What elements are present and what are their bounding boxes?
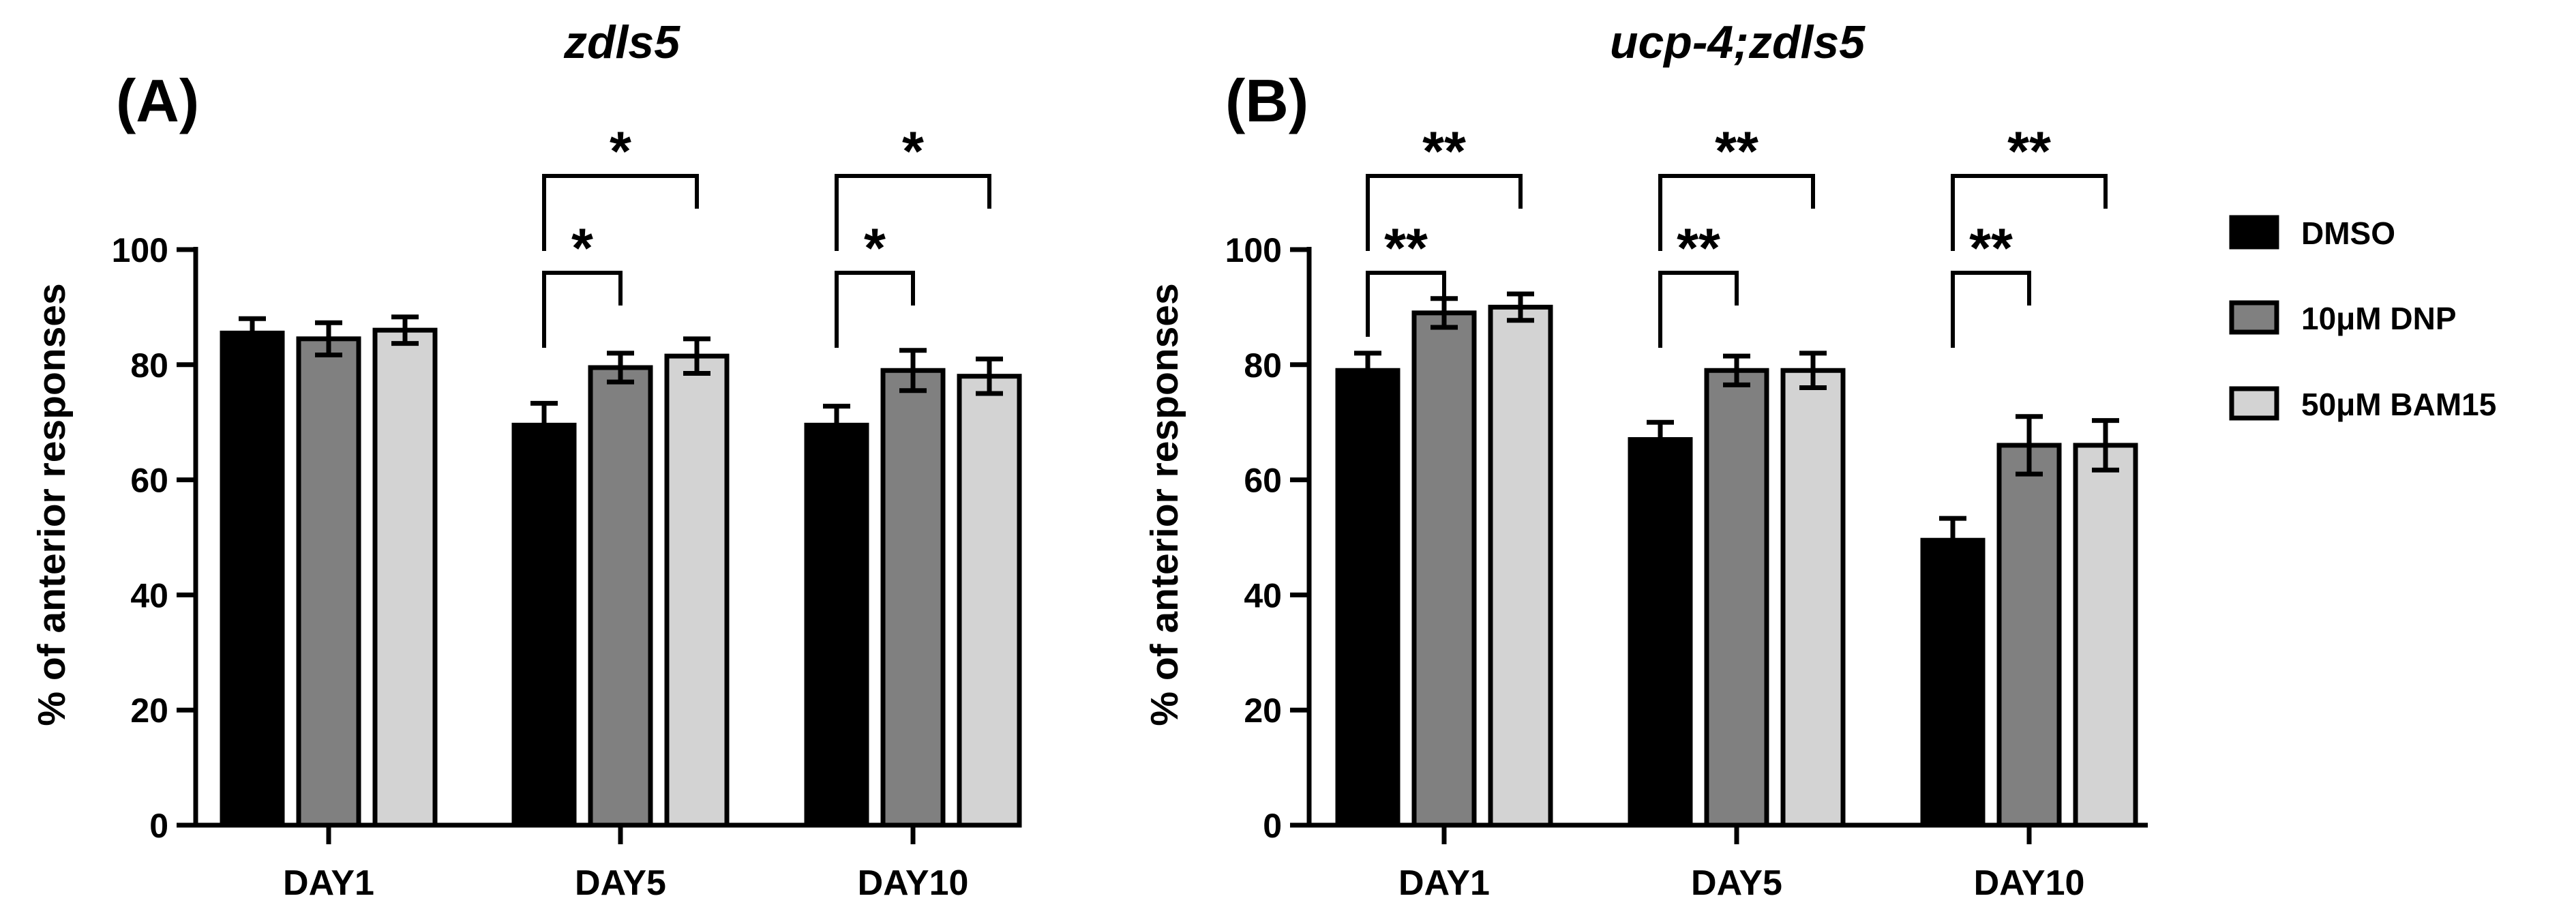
significance-bracket (835, 271, 915, 348)
bar-50-m-bam15-day5 (1780, 368, 1846, 828)
significance-bracket (1951, 174, 2108, 251)
bar-50-m-bam15-day10 (2073, 443, 2138, 828)
bar-50-m-bam15-day5 (664, 353, 730, 828)
bar-50-m-bam15-day10 (957, 374, 1022, 828)
legend-label-dnp: 10μM DNP (2301, 301, 2457, 336)
y-tick-label: 100 (112, 231, 168, 269)
panel-a: (A) zdls5 % of anterior responses 0 20 40 6… (30, 16, 1022, 903)
bar-10-m-dnp-day10 (1996, 443, 2062, 828)
bar-dmso-day1 (220, 330, 285, 828)
bar-dmso-day5 (1628, 437, 1693, 828)
error-bar (976, 356, 1003, 396)
x-category-label: DAY10 (1974, 863, 2085, 903)
significance-bracket (542, 271, 623, 348)
y-ticks-b: 0 20 40 60 80 100 (1225, 231, 1309, 845)
axes-a (193, 247, 995, 844)
error-bar (683, 336, 710, 376)
error-bar (1354, 351, 1381, 391)
bar-dmso-day1 (1335, 368, 1401, 828)
bar-50-m-bam15-day1 (372, 327, 438, 828)
bar-10-m-dnp-day10 (880, 368, 946, 828)
error-bar (607, 351, 634, 385)
axes-b (1306, 247, 2148, 844)
bar-10-m-dnp-day5 (588, 365, 653, 828)
panel-title-a: zdls5 (563, 16, 680, 68)
bar-dmso-day10 (804, 422, 869, 828)
significance-b: ** ** ** ** ** ** (1366, 121, 2108, 348)
error-bar (823, 404, 850, 447)
error-bar (239, 316, 266, 350)
y-ticks-a: 0 20 40 60 80 100 (112, 231, 196, 845)
y-axis-title-a: % of anterior responses (30, 283, 74, 726)
significance-label: ** (1715, 121, 1758, 183)
significance-label: ** (2007, 121, 2051, 183)
legend-swatch-dnp (2229, 300, 2279, 335)
significance-bracket (1366, 271, 1446, 337)
significance-label: * (864, 218, 886, 280)
y-tick-label: 40 (130, 576, 168, 614)
bar-dmso-day10 (1920, 537, 1986, 828)
category-labels-a: DAY1 DAY5 DAY10 (283, 863, 968, 903)
y-tick-label: 60 (130, 462, 168, 500)
error-bar (530, 400, 558, 449)
error-bar (1723, 353, 1750, 387)
error-bar (899, 348, 927, 393)
significance-label: ** (1422, 121, 1466, 183)
x-category-label: DAY5 (1691, 863, 1782, 903)
significance-a: * * * * (542, 121, 991, 348)
legend-label-dmso: DMSO (2301, 215, 2395, 251)
significance-label: * (571, 218, 593, 280)
legend-label-bam15: 50μM BAM15 (2301, 387, 2496, 422)
significance-bracket (1366, 174, 1523, 251)
y-tick-label: 40 (1244, 576, 1282, 614)
panel-label-a: (A) (116, 67, 199, 134)
legend: DMSO 10μM DNP 50μM BAM15 (2229, 215, 2496, 422)
y-axis-title-b: % of anterior responses (1143, 283, 1186, 726)
y-tick-label: 100 (1225, 231, 1282, 269)
bar-50-m-bam15-day1 (1488, 304, 1553, 828)
panel-label-b: (B) (1225, 67, 1308, 134)
significance-bracket (1658, 174, 1815, 251)
bar-dmso-day5 (511, 422, 577, 828)
panel-title-b: ucp-4;zdls5 (1610, 16, 1866, 68)
x-category-label: DAY1 (283, 863, 374, 903)
significance-bracket (1951, 271, 2031, 348)
bar-10-m-dnp-day5 (1704, 368, 1769, 828)
y-tick-label: 60 (1244, 462, 1282, 500)
x-category-label: DAY5 (575, 863, 666, 903)
category-labels-b: DAY1 DAY5 DAY10 (1398, 863, 2084, 903)
error-bar (315, 320, 342, 357)
y-tick-label: 0 (149, 807, 168, 845)
significance-label: ** (1677, 218, 1720, 280)
bar-10-m-dnp-day1 (1411, 310, 1477, 828)
y-tick-label: 20 (1244, 692, 1282, 730)
significance-bracket (1658, 271, 1739, 348)
error-bar (2092, 418, 2119, 473)
panel-b: (B) ucp-4;zdls5 % of anterior responses … (1143, 16, 2148, 903)
y-tick-label: 80 (1244, 346, 1282, 385)
legend-swatch-bam15 (2229, 386, 2279, 421)
x-category-label: DAY10 (858, 863, 969, 903)
bar-10-m-dnp-day1 (296, 336, 361, 828)
significance-label: ** (1969, 218, 2013, 280)
y-tick-label: 20 (130, 692, 168, 730)
y-tick-label: 0 (1263, 807, 1282, 845)
significance-label: ** (1384, 218, 1428, 280)
error-bar (2016, 414, 2043, 477)
significance-label: * (610, 121, 631, 183)
significance-bracket (542, 174, 699, 251)
bars-b (1335, 291, 2138, 828)
error-bar (1647, 419, 1674, 460)
significance-bracket (835, 174, 991, 251)
error-bar (1939, 516, 1966, 565)
legend-swatch-dmso (2229, 215, 2279, 250)
error-bar (1799, 351, 1827, 391)
x-category-label: DAY1 (1398, 863, 1490, 903)
bars-a (220, 314, 1022, 828)
error-bar (1507, 291, 1534, 323)
significance-label: * (902, 121, 924, 183)
y-tick-label: 80 (130, 346, 168, 385)
error-bar (391, 314, 419, 346)
